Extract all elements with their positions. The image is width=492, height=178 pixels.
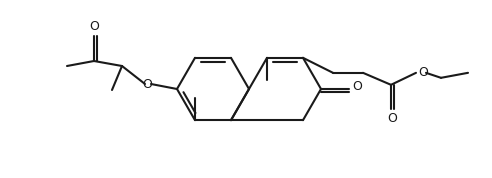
Text: O: O (418, 66, 428, 79)
Text: O: O (387, 112, 397, 125)
Text: O: O (142, 77, 152, 90)
Text: O: O (89, 20, 99, 33)
Text: O: O (352, 80, 362, 93)
